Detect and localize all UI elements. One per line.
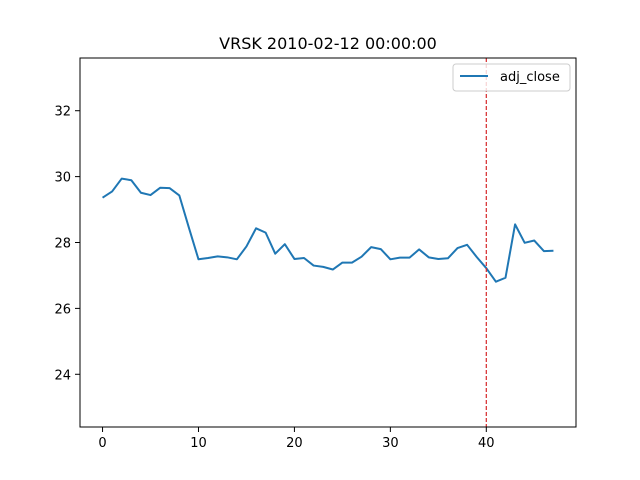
x-tick-label: 0 — [98, 436, 106, 451]
x-tick-label: 20 — [286, 436, 303, 451]
y-tick-label: 30 — [54, 171, 71, 186]
y-tick-label: 32 — [54, 105, 71, 120]
chart-title: VRSK 2010-02-12 00:00:00 — [219, 34, 437, 53]
x-tick-label: 30 — [382, 436, 399, 451]
y-tick-label: 24 — [54, 368, 71, 383]
series-line-adj-close — [102, 177, 554, 283]
y-tick-label: 26 — [54, 302, 71, 317]
plot-area — [102, 58, 554, 427]
y-tick-label: 28 — [54, 237, 71, 252]
legend-label-adj-close: adj_close — [500, 70, 560, 85]
x-tick-label: 40 — [478, 436, 495, 451]
legend: adj_close — [452, 63, 571, 92]
x-tick-label: 10 — [190, 436, 207, 451]
legend-box — [452, 63, 571, 92]
